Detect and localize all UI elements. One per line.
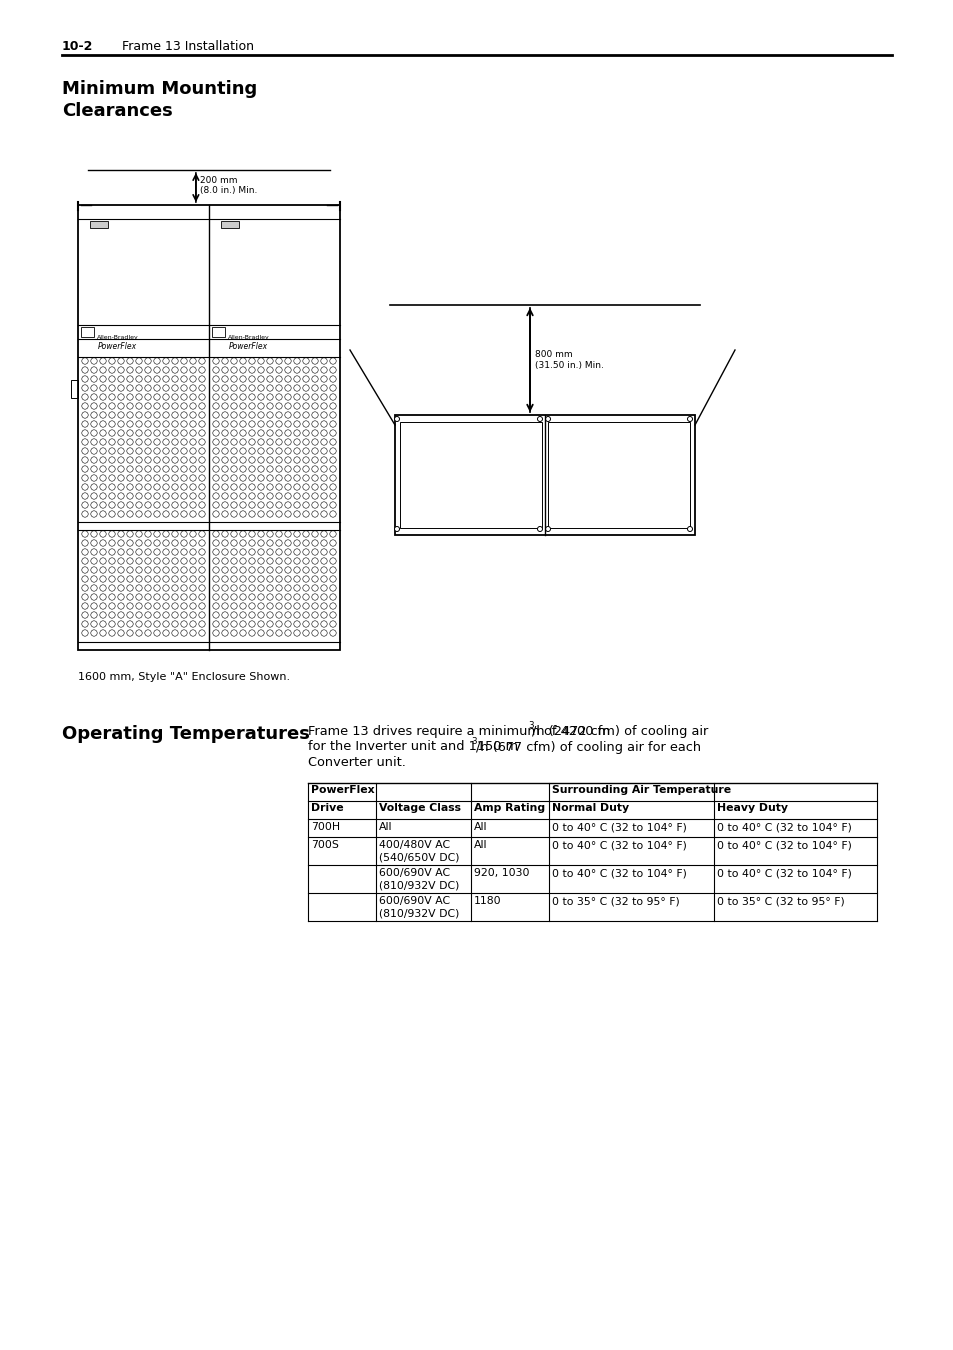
- Text: All: All: [474, 822, 487, 832]
- Text: 0 to 40° C (32 to 104° F): 0 to 40° C (32 to 104° F): [717, 868, 851, 878]
- Text: 0 to 35° C (32 to 95° F): 0 to 35° C (32 to 95° F): [717, 896, 843, 906]
- Circle shape: [395, 526, 399, 532]
- Text: 10-2: 10-2: [62, 40, 93, 53]
- Text: Minimum Mounting
Clearances: Minimum Mounting Clearances: [62, 80, 257, 120]
- Text: 600/690V AC
(810/932V DC): 600/690V AC (810/932V DC): [378, 896, 459, 918]
- Circle shape: [395, 417, 399, 421]
- Circle shape: [687, 417, 692, 421]
- Text: 0 to 40° C (32 to 104° F): 0 to 40° C (32 to 104° F): [552, 840, 686, 850]
- Text: 0 to 40° C (32 to 104° F): 0 to 40° C (32 to 104° F): [552, 822, 686, 832]
- Text: 0 to 40° C (32 to 104° F): 0 to 40° C (32 to 104° F): [552, 868, 686, 878]
- Text: 920, 1030: 920, 1030: [474, 868, 529, 878]
- Text: 700H: 700H: [311, 822, 340, 832]
- Polygon shape: [221, 221, 239, 228]
- Text: 600/690V AC
(810/932V DC): 600/690V AC (810/932V DC): [378, 868, 459, 890]
- Text: 1600 mm, Style "A" Enclosure Shown.: 1600 mm, Style "A" Enclosure Shown.: [78, 672, 290, 682]
- Text: Allen-Bradley: Allen-Bradley: [228, 335, 270, 340]
- Text: Amp Rating: Amp Rating: [474, 803, 544, 813]
- Text: 400/480V AC
(540/650V DC): 400/480V AC (540/650V DC): [378, 840, 459, 863]
- Text: Converter unit.: Converter unit.: [308, 756, 405, 770]
- Polygon shape: [212, 327, 225, 338]
- Circle shape: [537, 526, 542, 532]
- Text: Normal Duty: Normal Duty: [552, 803, 628, 813]
- Text: 1180: 1180: [474, 896, 501, 906]
- Polygon shape: [90, 221, 108, 228]
- Text: 0 to 35° C (32 to 95° F): 0 to 35° C (32 to 95° F): [552, 896, 679, 906]
- Text: 800 mm
(31.50 in.) Min.: 800 mm (31.50 in.) Min.: [535, 350, 603, 370]
- Text: 0 to 40° C (32 to 104° F): 0 to 40° C (32 to 104° F): [717, 822, 851, 832]
- Text: 3: 3: [471, 737, 476, 745]
- Text: 700S: 700S: [311, 840, 338, 850]
- Text: All: All: [474, 840, 487, 850]
- Text: Drive: Drive: [311, 803, 343, 813]
- Text: 3: 3: [527, 721, 533, 730]
- Circle shape: [545, 526, 550, 532]
- Circle shape: [687, 526, 692, 532]
- Text: Allen-Bradley: Allen-Bradley: [97, 335, 138, 340]
- Text: Surrounding Air Temperature: Surrounding Air Temperature: [552, 784, 730, 795]
- Text: 0 to 40° C (32 to 104° F): 0 to 40° C (32 to 104° F): [717, 840, 851, 850]
- Text: PowerFlex: PowerFlex: [311, 784, 375, 795]
- Text: PowerFlex: PowerFlex: [98, 342, 137, 351]
- Text: PowerFlex: PowerFlex: [229, 342, 268, 351]
- Text: Operating Temperatures: Operating Temperatures: [62, 725, 310, 743]
- Text: Voltage Class: Voltage Class: [378, 803, 460, 813]
- Text: All: All: [378, 822, 392, 832]
- Text: /h (2472 cfm) of cooling air: /h (2472 cfm) of cooling air: [532, 725, 708, 738]
- Text: Frame 13 Installation: Frame 13 Installation: [122, 40, 253, 53]
- Text: Heavy Duty: Heavy Duty: [717, 803, 787, 813]
- Text: for the Inverter unit and 1150 m: for the Inverter unit and 1150 m: [308, 741, 517, 753]
- Polygon shape: [81, 327, 94, 338]
- Circle shape: [545, 417, 550, 421]
- Text: /h (677 cfm) of cooling air for each: /h (677 cfm) of cooling air for each: [476, 741, 700, 753]
- Circle shape: [537, 417, 542, 421]
- Text: 200 mm
(8.0 in.) Min.: 200 mm (8.0 in.) Min.: [200, 176, 257, 196]
- Text: Frame 13 drives require a minimum of 4200 m: Frame 13 drives require a minimum of 420…: [308, 725, 610, 738]
